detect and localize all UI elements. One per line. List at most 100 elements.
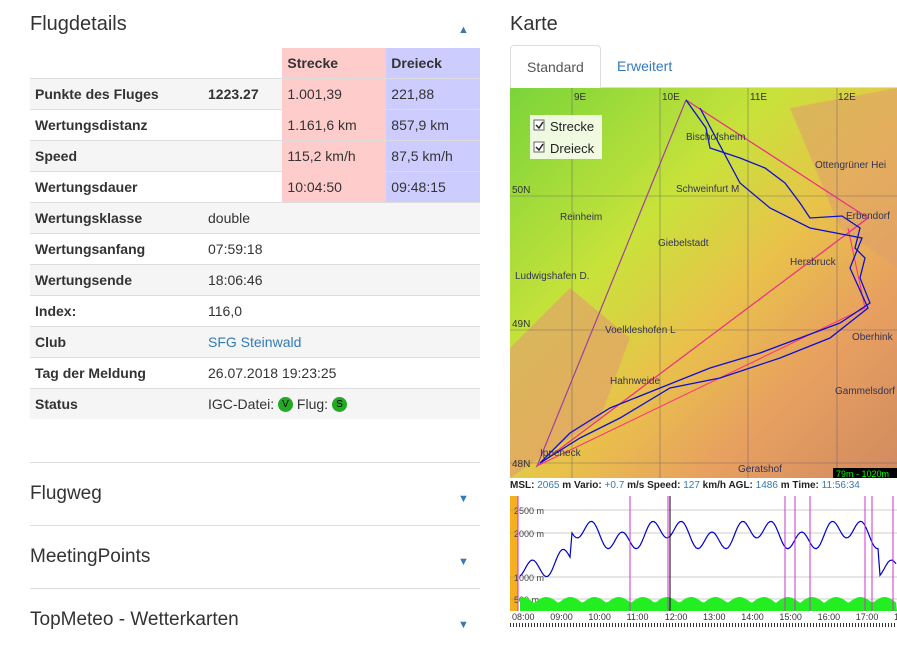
- section[interactable]: Flugweg ▼: [30, 462, 480, 525]
- time-label: 09:00: [550, 612, 573, 622]
- place-label: Ludwigshafen D.: [515, 271, 590, 282]
- time-label: 17:00: [856, 612, 879, 622]
- grid-label: 9E: [574, 92, 587, 103]
- layer-label: Dreieck: [550, 141, 595, 156]
- expand-icon: ▼: [458, 493, 469, 505]
- ground-area: [520, 597, 897, 611]
- row: Tag der Meldung 26.07.2018 19:23:25: [30, 357, 480, 389]
- readout-part: Speed:: [647, 480, 680, 491]
- page: Flugdetails ▲ Strecke Dreieck Punkte des F…: [30, 13, 897, 631]
- cell: IGC-Datei: V Flug: S: [203, 388, 480, 419]
- section-title: MeetingPoints: [30, 546, 151, 567]
- cell: 09:48:15: [386, 171, 480, 203]
- label: Flug:: [296, 395, 329, 412]
- header-row: Strecke Dreieck: [30, 48, 480, 79]
- section[interactable]: MeetingPoints ▼: [30, 525, 480, 588]
- row: Wertungsklasse double: [30, 202, 480, 234]
- altitude-trace: [519, 520, 897, 578]
- cell: double: [203, 202, 480, 234]
- checkbox[interactable]: [533, 141, 545, 153]
- readout-part: m: [562, 480, 571, 491]
- cell: 221,88: [386, 78, 480, 110]
- baro-strip: [510, 496, 518, 611]
- row: Speed 115,2 km/h 87,5 km/h: [30, 140, 480, 172]
- place-label: Giebelstadt: [658, 238, 709, 249]
- time-label: 18:00: [894, 612, 897, 622]
- time-label: 13:00: [703, 612, 726, 622]
- cell: 1.161,6 km: [282, 109, 387, 141]
- readout: MSL: 2065 m Vario: +0.7 m/s Speed: 127 k…: [510, 480, 860, 491]
- badge: S: [331, 397, 347, 413]
- scale-bar: [833, 468, 897, 478]
- cell: SFG Steinwald: [203, 326, 480, 358]
- terrain: [510, 288, 630, 478]
- alt-label: 1000 m: [514, 573, 544, 583]
- row: Index: 116,0: [30, 295, 480, 327]
- readout-part: m: [781, 480, 790, 491]
- cell: Index:: [30, 295, 203, 327]
- grid-label: 48N: [512, 459, 530, 470]
- row: Wertungsdistanz 1.161,6 km 857,9 km: [30, 109, 480, 141]
- header-cell: Dreieck: [386, 48, 480, 79]
- collapse-icon[interactable]: ▲: [458, 24, 469, 36]
- readout-part: AGL:: [728, 480, 752, 491]
- row: Punkte des Fluges 1223.27 1.001,39 221,88: [30, 78, 480, 110]
- cell: 26.07.2018 19:23:25: [203, 357, 480, 389]
- cell: 857,9 km: [386, 109, 480, 141]
- layer-label: Strecke: [550, 119, 594, 134]
- readout-part: km/h: [703, 480, 726, 491]
- cell: 1.001,39: [282, 78, 387, 110]
- cell: 115,2 km/h: [282, 140, 387, 172]
- place-label: Voelkleshofen L: [605, 325, 676, 336]
- cell: Status: [30, 388, 203, 419]
- cell: 116,0: [203, 295, 480, 327]
- section[interactable]: TopMeteo - Wetterkarten ▼: [30, 588, 480, 651]
- cell: 1223.27: [203, 78, 283, 110]
- place-label: Hersbruck: [790, 257, 837, 268]
- grid-label: 11E: [750, 92, 767, 103]
- row: Wertungsanfang 07:59:18: [30, 233, 480, 265]
- place-label: Reinheim: [560, 212, 602, 223]
- scale-label: 79m - 1020m: [836, 469, 889, 479]
- distance-route: [536, 99, 869, 467]
- readout-part: 1486: [756, 480, 779, 491]
- cell: 10:04:50: [282, 171, 387, 203]
- section-title: TopMeteo - Wetterkarten: [30, 609, 239, 630]
- place-label: Ippeneck: [540, 448, 582, 459]
- checkbox[interactable]: [533, 119, 545, 131]
- tab[interactable]: Standard: [510, 45, 601, 90]
- header-cell: [30, 48, 203, 79]
- cell: [203, 171, 283, 203]
- expand-icon: ▼: [458, 619, 469, 631]
- terrain: [790, 88, 897, 268]
- grid-label: 50N: [512, 185, 530, 196]
- cell: 87,5 km/h: [386, 140, 480, 172]
- time-label: 15:00: [779, 612, 802, 622]
- place-label: Gammelsdorf: [835, 386, 895, 397]
- row: Wertungsdauer 10:04:50 09:48:15: [30, 171, 480, 203]
- label: IGC-Datei:: [208, 395, 275, 412]
- tab-line: [510, 87, 897, 88]
- readout-part: MSL:: [510, 480, 534, 491]
- row: Wertungsende 18:06:46: [30, 264, 480, 296]
- cell: Wertungsdauer: [30, 171, 203, 203]
- time-label: 08:00: [512, 612, 535, 622]
- grid-label: 10E: [662, 92, 680, 103]
- cell: 18:06:46: [203, 264, 480, 296]
- readout-part: m/s: [627, 480, 645, 491]
- expand-icon: ▼: [458, 556, 469, 568]
- cell: [203, 109, 283, 141]
- time-label: 14:00: [741, 612, 764, 622]
- link[interactable]: SFG Steinwald: [208, 334, 302, 350]
- cell: Wertungsende: [30, 264, 203, 296]
- grid-label: 49N: [512, 319, 530, 330]
- readout-part: Time:: [792, 480, 819, 491]
- header-cell: Strecke: [282, 48, 387, 79]
- place-label: Oberhink: [852, 332, 894, 343]
- alt-label: 2500 m: [514, 506, 544, 516]
- cell: Wertungsanfang: [30, 233, 203, 265]
- heading: Flugdetails: [30, 13, 127, 35]
- tab[interactable]: Erweitert: [617, 58, 673, 74]
- grid-label: 12E: [838, 92, 856, 103]
- details-table: Strecke Dreieck Punkte des Fluges 1223.27 1.…: [30, 48, 480, 419]
